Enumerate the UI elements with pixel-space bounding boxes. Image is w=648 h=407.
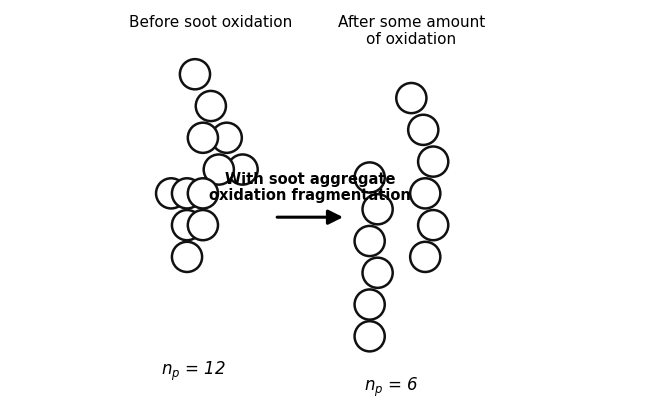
Circle shape <box>188 210 218 240</box>
Circle shape <box>362 258 393 288</box>
Circle shape <box>410 178 441 208</box>
Circle shape <box>397 83 426 113</box>
Circle shape <box>196 91 226 121</box>
Text: $n_p$ = 6: $n_p$ = 6 <box>364 376 419 399</box>
Circle shape <box>227 154 258 185</box>
Circle shape <box>203 154 234 185</box>
Circle shape <box>362 194 393 224</box>
Circle shape <box>354 289 385 319</box>
Circle shape <box>172 242 202 272</box>
Text: Before soot oxidation: Before soot oxidation <box>130 15 293 30</box>
Circle shape <box>212 123 242 153</box>
Circle shape <box>408 115 438 145</box>
Circle shape <box>156 178 186 208</box>
Text: After some amount
of oxidation: After some amount of oxidation <box>338 15 485 47</box>
Circle shape <box>172 178 202 208</box>
Circle shape <box>180 59 210 89</box>
Circle shape <box>418 210 448 240</box>
Circle shape <box>188 123 218 153</box>
Text: oxidation fragmentation: oxidation fragmentation <box>209 188 411 203</box>
Circle shape <box>354 226 385 256</box>
Text: With soot aggregate: With soot aggregate <box>225 173 395 187</box>
Circle shape <box>354 162 385 193</box>
Circle shape <box>410 242 441 272</box>
Circle shape <box>172 210 202 240</box>
Circle shape <box>354 321 385 351</box>
Circle shape <box>188 178 218 208</box>
Text: $n_p$ = 12: $n_p$ = 12 <box>161 360 226 383</box>
Circle shape <box>418 147 448 177</box>
